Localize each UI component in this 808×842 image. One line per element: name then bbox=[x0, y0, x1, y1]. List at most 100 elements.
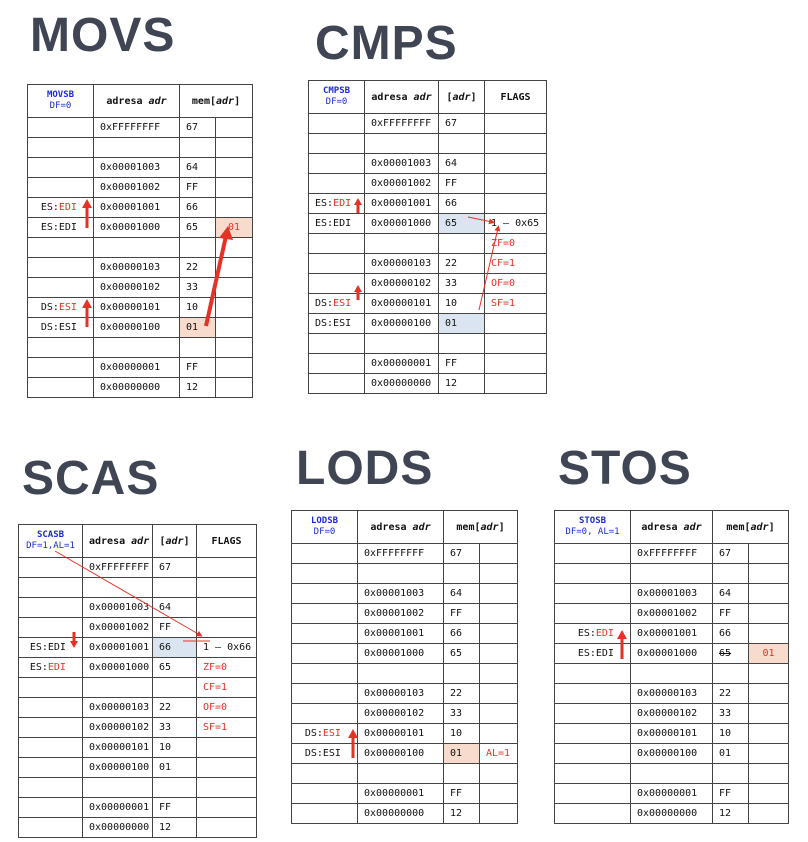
table-row: 0x00001003 64 bbox=[27, 157, 253, 178]
table-cell: 0x00001002 bbox=[93, 177, 180, 198]
lods-reg-esi: DS:ESI bbox=[291, 743, 358, 764]
table-cell bbox=[215, 377, 253, 398]
table-cell: 66 bbox=[438, 193, 485, 214]
scas-flag-zf: ZF=0 bbox=[196, 657, 257, 678]
table-cell: 0x00000101 bbox=[364, 293, 439, 314]
table-cell: 67 bbox=[443, 543, 480, 564]
movs-table: MOVSB DF=0 adresa adr mem[adr] 0xFFFFFFFF… bbox=[27, 84, 253, 398]
table-cell bbox=[484, 353, 547, 374]
table-cell: 0x00001001 bbox=[630, 623, 713, 644]
table-row: 0x00001002 FF bbox=[308, 173, 547, 194]
table-cell bbox=[196, 617, 257, 638]
cmps-reg-edi-next: ES:EDI bbox=[308, 193, 365, 214]
table-cell: FF bbox=[179, 177, 216, 198]
table-cell bbox=[364, 233, 439, 254]
table-row: 0x00001003 64 bbox=[308, 153, 547, 174]
table-cell bbox=[748, 683, 789, 704]
table-cell: 0x00000000 bbox=[93, 377, 180, 398]
table-cell bbox=[630, 663, 713, 684]
table-row: 0x00001002 FF bbox=[27, 177, 253, 198]
table-row: ES:EDI 0x00001000 65 1 – 0x65 bbox=[308, 213, 547, 234]
table-cell bbox=[291, 643, 358, 664]
table-row: DS:ESI 0x00000100 01 bbox=[308, 313, 547, 334]
table-cell: 0x00000103 bbox=[357, 683, 444, 704]
table-cell bbox=[479, 803, 518, 824]
table-cell: 64 bbox=[443, 583, 480, 604]
table-cell: FF bbox=[179, 357, 216, 378]
table-cell: 0x00001000 bbox=[357, 643, 444, 664]
table-cell bbox=[484, 153, 547, 174]
table-cell: 0x00001000 bbox=[93, 217, 180, 238]
table-cell bbox=[630, 563, 713, 584]
table-cell: 0x00001003 bbox=[82, 597, 153, 618]
table-cell: FF bbox=[443, 603, 480, 624]
table-row bbox=[291, 663, 518, 684]
table-cell: 0xFFFFFFFF bbox=[364, 113, 439, 134]
scas-op-header: SCASB DF=1,AL=1 bbox=[18, 524, 83, 558]
table-cell bbox=[215, 257, 253, 278]
table-cell: 12 bbox=[712, 803, 749, 824]
stos-mem-header: mem[adr] bbox=[712, 510, 789, 544]
table-cell bbox=[443, 663, 480, 684]
table-cell: FF bbox=[438, 353, 485, 374]
table-row bbox=[27, 337, 253, 358]
table-cell bbox=[748, 623, 789, 644]
table-cell bbox=[748, 703, 789, 724]
table-cell bbox=[196, 757, 257, 778]
table-cell bbox=[27, 357, 94, 378]
table-cell bbox=[479, 763, 518, 784]
table-row bbox=[554, 563, 789, 584]
table-cell: 0x00000100 bbox=[82, 757, 153, 778]
table-row: DS:ESI 0x00000101 10 bbox=[27, 297, 253, 318]
table-cell: 0x00000100 bbox=[364, 313, 439, 334]
table-cell: 01 bbox=[438, 313, 485, 334]
table-cell: 65 bbox=[179, 217, 216, 238]
table-cell bbox=[357, 563, 444, 584]
table-cell: 33 bbox=[152, 717, 197, 738]
table-cell: 66 bbox=[152, 637, 197, 658]
table-cell bbox=[554, 543, 631, 564]
scas-title: SCAS bbox=[22, 452, 160, 505]
table-cell: 0x00001001 bbox=[93, 197, 180, 218]
table-cell bbox=[308, 373, 365, 394]
table-cell: 22 bbox=[179, 257, 216, 278]
table-row: ES:EDI 0x00001001 66 bbox=[554, 623, 789, 644]
table-row: 0x00000102 33 SF=1 bbox=[18, 717, 257, 738]
table-cell bbox=[291, 623, 358, 644]
table-cell bbox=[291, 783, 358, 804]
cmps-reg-esi: DS:ESI bbox=[308, 313, 365, 334]
table-row: 0x00000101 10 bbox=[18, 737, 257, 758]
table-cell bbox=[215, 237, 253, 258]
table-cell bbox=[479, 723, 518, 744]
table-cell: 0x00000000 bbox=[82, 817, 153, 838]
table-cell bbox=[27, 157, 94, 178]
table-cell bbox=[712, 763, 749, 784]
lods-addr-header: adresa adr bbox=[357, 510, 444, 544]
table-cell bbox=[554, 803, 631, 824]
table-row: 0x00000001 FF bbox=[554, 783, 789, 804]
table-cell bbox=[196, 817, 257, 838]
table-row: DS:ESI 0x00000100 01 bbox=[27, 317, 253, 338]
movs-copied-value: 01 bbox=[215, 217, 253, 238]
table-row bbox=[554, 763, 789, 784]
table-cell bbox=[196, 577, 257, 598]
table-cell: FF bbox=[712, 603, 749, 624]
table-cell bbox=[484, 313, 547, 334]
table-cell: 0x00001001 bbox=[364, 193, 439, 214]
table-cell bbox=[554, 703, 631, 724]
table-cell: 0x00001001 bbox=[357, 623, 444, 644]
table-cell: 22 bbox=[443, 683, 480, 704]
lods-op-header: LODSB DF=0 bbox=[291, 510, 358, 544]
table-cell bbox=[484, 373, 547, 394]
cmps-flags-header: FLAGS bbox=[484, 80, 547, 114]
scas-reg-edi-next: ES:EDI bbox=[18, 657, 83, 678]
table-row: 0x00000001 FF bbox=[18, 797, 257, 818]
table-cell bbox=[291, 803, 358, 824]
table-row: 0xFFFFFFFF 67 bbox=[554, 543, 789, 564]
table-row: CF=1 bbox=[18, 677, 257, 698]
table-cell bbox=[215, 297, 253, 318]
table-cell bbox=[364, 333, 439, 354]
table-cell bbox=[479, 543, 518, 564]
movs-reg-edi-next: ES:EDI bbox=[27, 197, 94, 218]
table-cell bbox=[215, 317, 253, 338]
